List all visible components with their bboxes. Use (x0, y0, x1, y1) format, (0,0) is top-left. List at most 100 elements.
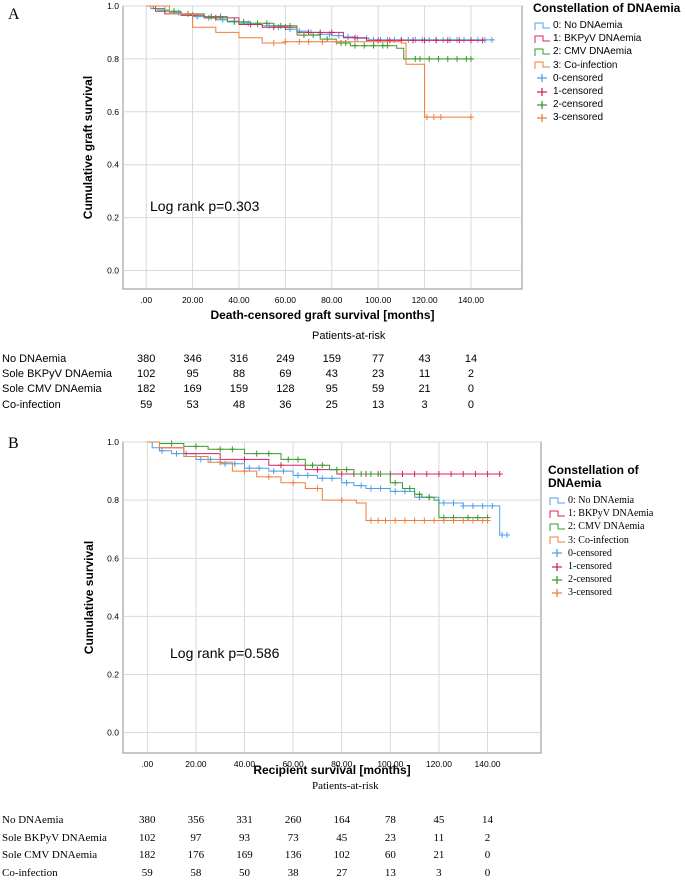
legend-item: 2-censored (533, 98, 680, 111)
censor-mark-0 (158, 447, 165, 454)
censor-mark-3 (305, 38, 312, 45)
censor-mark-3 (333, 38, 340, 45)
x-tick-label: 60.00 (282, 759, 304, 769)
risk-value: 77 (372, 353, 385, 365)
risk-row-label: Sole CMV DNAemia (2, 383, 102, 396)
legend-item: 2: CMV DNAemia (533, 45, 680, 58)
censor-mark-2 (231, 18, 238, 25)
censor-mark-3 (265, 473, 272, 480)
risk-value: 0 (484, 849, 491, 861)
risk-value: 38 (287, 866, 299, 879)
censor-mark-3 (270, 40, 277, 47)
censor-mark-0 (173, 450, 180, 457)
censor-mark-3 (241, 468, 248, 475)
censor-mark-2 (474, 514, 481, 521)
censor-mark-2 (294, 456, 301, 463)
censor-mark-3 (290, 479, 297, 486)
risk-table-row: No DNAemia 380 356 331 260 164 78 45 14 (0, 814, 685, 828)
risk-row-label: Sole BKPyV DNAemia (2, 368, 113, 381)
legend-line-swatch (534, 61, 550, 70)
legend-censor-swatch (552, 575, 562, 584)
legend-label: 2-censored (568, 574, 612, 586)
censor-mark-1 (472, 470, 479, 477)
x-tick-label: 140.00 (458, 295, 484, 305)
censor-mark-1 (212, 14, 219, 21)
censor-mark-2 (370, 42, 377, 49)
censor-mark-1 (448, 470, 455, 477)
risk-table-row: Co-infection 59 53 48 36 25 13 3 0 (0, 399, 685, 413)
censor-mark-0 (450, 500, 457, 507)
censor-mark-2 (392, 479, 399, 486)
censor-mark-2 (277, 22, 284, 29)
risk-value: 43 (325, 368, 338, 381)
censor-mark-0 (304, 472, 311, 479)
risk-value: 58 (190, 866, 202, 879)
risk-value: 159 (229, 383, 249, 396)
censor-mark-3 (282, 38, 289, 45)
risk-value: 50 (239, 866, 250, 879)
legend-line-swatch (549, 536, 565, 545)
risk-row-label: Sole CMV DNAemia (2, 849, 98, 861)
risk-value: 73 (287, 831, 299, 844)
risk-value: 182 (137, 383, 156, 396)
x-tick-label: 60.00 (275, 295, 297, 305)
risk-table-row: Sole BKPyV DNAemia 102 97 93 73 45 23 11 2 (0, 832, 685, 846)
censor-mark-0 (345, 33, 352, 40)
risk-value: 69 (279, 368, 292, 381)
y-axis-title: Cumulative survival (82, 541, 96, 654)
risk-value: 11 (418, 368, 431, 381)
risk-value: 136 (284, 849, 302, 861)
risk-value: 316 (229, 353, 249, 365)
risk-value: 102 (137, 368, 156, 381)
censor-mark-3 (411, 517, 418, 524)
censor-mark-0 (319, 475, 326, 482)
x-tick-label: 20.00 (185, 759, 207, 769)
x-tick-label: 140.00 (475, 759, 501, 769)
y-tick-label: 1.0 (107, 437, 119, 447)
risk-value: 25 (325, 398, 338, 411)
censor-mark-3 (437, 114, 444, 121)
censor-mark-1 (411, 470, 418, 477)
risk-value: 356 (187, 814, 205, 826)
panel-a: A .00 20.00 40.00 60.00 80.00 100.00 120.00 140… (0, 0, 685, 413)
risk-value: 182 (139, 849, 156, 861)
censor-mark-2 (168, 440, 175, 447)
censor-mark-1 (241, 456, 248, 463)
censor-mark-0 (294, 472, 301, 479)
censor-mark-3 (440, 517, 447, 524)
censor-mark-0 (440, 36, 447, 43)
risk-value: 21 (418, 383, 431, 396)
risk-row-label: No DNAemia (2, 814, 64, 826)
risk-value: 45 (433, 814, 445, 826)
censor-mark-1 (456, 37, 463, 44)
censor-mark-1 (433, 37, 440, 44)
y-tick-label: 0.2 (107, 670, 119, 680)
risk-value: 43 (418, 353, 431, 365)
legend-censor-swatch (552, 549, 562, 558)
censor-mark-3 (423, 114, 430, 121)
x-tick-label: 100.00 (377, 759, 403, 769)
censor-mark-1 (305, 29, 312, 36)
censor-mark-1 (338, 470, 345, 477)
risk-value: 13 (372, 398, 385, 411)
risk-value: 169 (236, 849, 253, 861)
y-tick-label: 0.0 (107, 265, 119, 275)
legend-items: 0: No DNAemia 1: BKPyV DNAemia 2: CMV DNAe… (533, 19, 680, 125)
risk-value: 2 (484, 831, 491, 844)
risk-value: 11 (433, 831, 445, 844)
censor-mark-3 (431, 517, 438, 524)
censor-mark-0 (194, 13, 201, 20)
censor-mark-1 (386, 37, 393, 44)
censor-mark-0 (358, 482, 365, 489)
risk-value: 53 (186, 398, 199, 411)
censor-mark-0 (488, 36, 495, 43)
censor-mark-3 (367, 517, 374, 524)
risk-table-row: No DNAemia 380 346 316 249 159 77 43 14 (0, 353, 685, 367)
censor-mark-0 (367, 485, 374, 492)
censor-mark-2 (240, 18, 247, 25)
risk-value: 23 (384, 831, 396, 844)
censor-mark-3 (382, 517, 389, 524)
risk-value: 0 (484, 866, 491, 879)
risk-value: 346 (183, 353, 202, 365)
risk-table-caption: Patients-at-risk (312, 780, 379, 792)
